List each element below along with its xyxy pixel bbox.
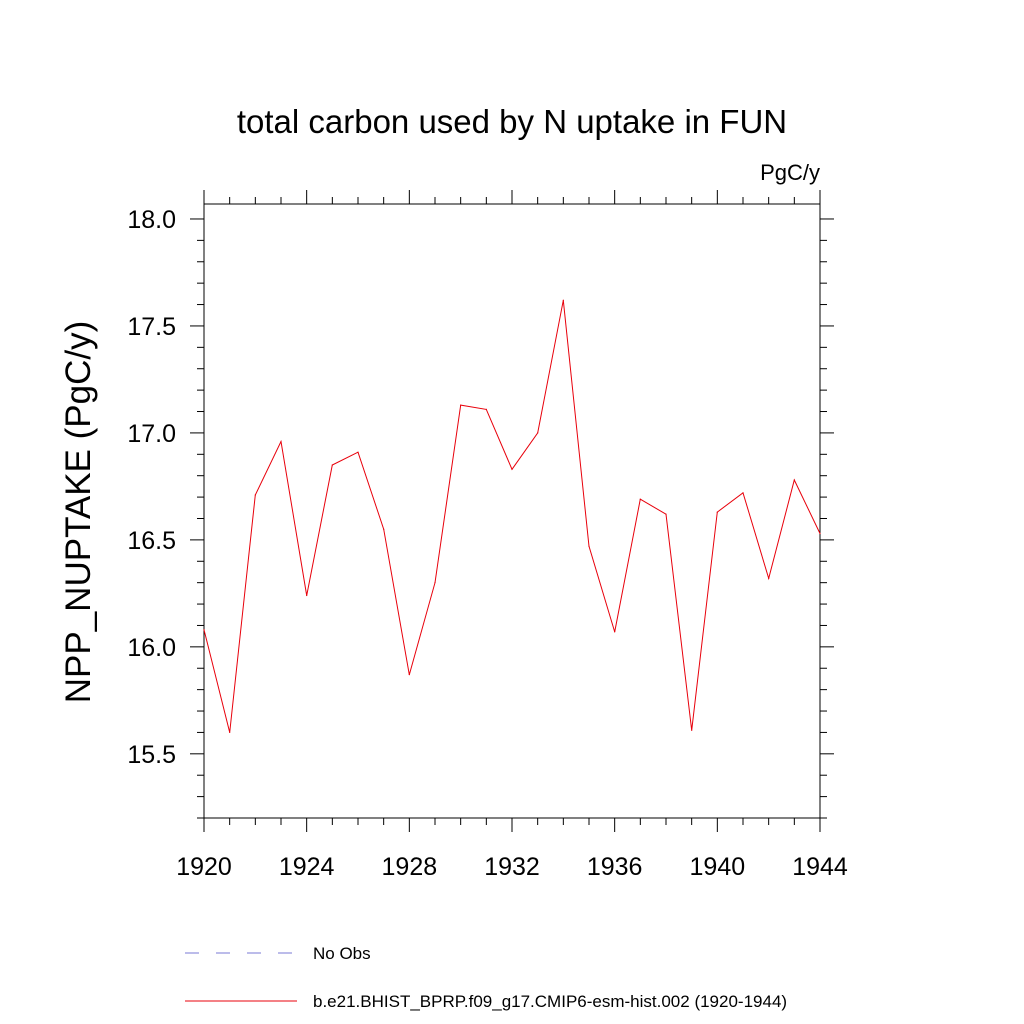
data-point xyxy=(203,629,205,631)
x-tick-labels: 1920 1924 1928 1932 1936 1940 1944 xyxy=(176,853,848,881)
plot-frame xyxy=(203,203,821,819)
data-point xyxy=(614,631,616,633)
data-point xyxy=(357,451,359,453)
legend-label-no-obs: No Obs xyxy=(313,944,371,963)
data-point xyxy=(434,582,436,584)
data-point xyxy=(229,731,231,734)
data-point xyxy=(691,729,693,731)
data-point xyxy=(460,404,462,406)
x-tick-label: 1920 xyxy=(176,853,232,881)
data-point xyxy=(485,408,487,410)
data-point xyxy=(819,532,821,535)
data-points xyxy=(203,299,821,734)
legend-label-model: b.e21.BHIST_BPRP.f09_g17.CMIP6-esm-hist.… xyxy=(313,992,787,1011)
y-tick-label: 17.5 xyxy=(127,313,176,341)
data-point xyxy=(742,492,744,494)
y-axis-label: NPP_NUPTAKE (PgC/y) xyxy=(59,321,98,704)
y-tick-label: 15.5 xyxy=(127,741,176,769)
data-point xyxy=(511,468,513,470)
data-point xyxy=(331,464,333,466)
y-tick-label: 17.0 xyxy=(127,420,176,448)
x-tick-label: 1940 xyxy=(690,853,746,881)
data-point xyxy=(383,528,385,530)
major-ticks xyxy=(190,190,834,832)
series-line xyxy=(203,300,821,733)
minor-ticks xyxy=(197,197,827,825)
data-point xyxy=(716,511,718,513)
data-point xyxy=(588,545,590,547)
data-point xyxy=(562,299,564,301)
chart-units: PgC/y xyxy=(760,160,820,185)
data-point xyxy=(408,674,410,676)
data-point xyxy=(768,577,770,579)
y-tick-label: 18.0 xyxy=(127,206,176,234)
data-point xyxy=(537,432,539,434)
legend: No Obs b.e21.BHIST_BPRP.f09_g17.CMIP6-es… xyxy=(185,944,787,1011)
chart-title: total carbon used by N uptake in FUN xyxy=(237,103,787,140)
x-tick-label: 1932 xyxy=(484,853,540,881)
y-tick-labels: 15.5 16.0 16.5 17.0 17.5 18.0 xyxy=(127,206,176,769)
data-point xyxy=(665,513,667,515)
data-point xyxy=(306,594,308,597)
x-tick-label: 1924 xyxy=(279,853,335,881)
y-tick-label: 16.5 xyxy=(127,527,176,555)
data-point xyxy=(793,479,795,481)
x-tick-label: 1936 xyxy=(587,853,643,881)
data-point xyxy=(254,494,256,496)
y-tick-label: 16.0 xyxy=(127,634,176,662)
data-point xyxy=(639,498,641,500)
x-tick-label: 1944 xyxy=(792,853,848,881)
x-tick-label: 1928 xyxy=(382,853,438,881)
data-point xyxy=(280,440,282,443)
